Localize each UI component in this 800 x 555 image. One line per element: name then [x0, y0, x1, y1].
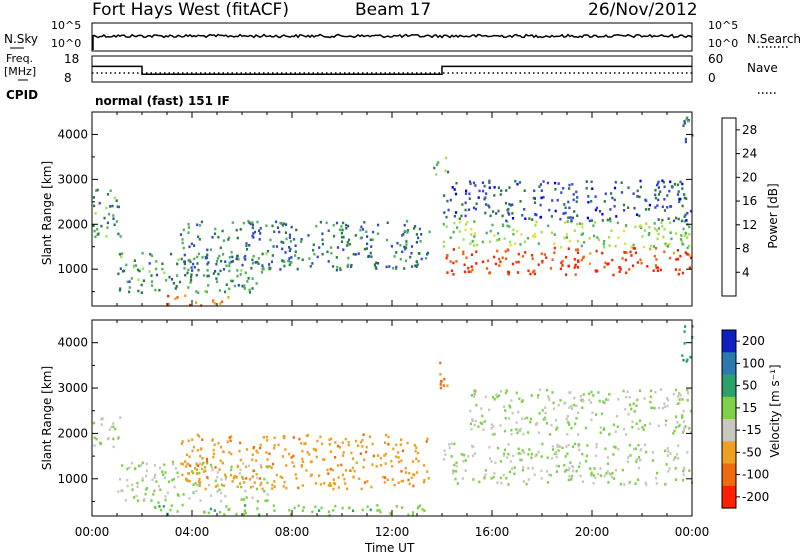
- nsky-axis-top: 10^5: [51, 19, 82, 32]
- velocity-feature: [469, 388, 693, 436]
- velocity-ytick-label: 1000: [57, 472, 88, 486]
- velocity-scale-tick-label: 50: [742, 379, 757, 393]
- nsearch-axis-bottom: 10^0: [708, 37, 739, 50]
- velocity-scale-tick-label: -50: [742, 445, 762, 459]
- velocity-scale-swatch: [722, 441, 736, 465]
- power-scale-tick-label: 24: [742, 147, 757, 161]
- x-tick-label: 20:00: [575, 525, 610, 539]
- power-scale-tick-label: 20: [742, 170, 757, 184]
- x-tick-label: 00:00: [675, 525, 710, 539]
- power-scale-label: Power [dB]: [766, 183, 780, 249]
- nsky-label: N.Sky: [4, 32, 39, 46]
- power-feature: [92, 188, 122, 239]
- power-feature: [433, 156, 450, 176]
- power-ylabel: Slant Range [km]: [40, 160, 54, 266]
- velocity-feature: [153, 503, 426, 517]
- power-scale-tick-label: 28: [742, 123, 757, 137]
- beam-title: Beam 17: [355, 0, 432, 20]
- power-feature: [445, 246, 693, 277]
- velocity-scale-label: Velocity [m s⁻¹]: [768, 364, 782, 458]
- cpid-label: CPID: [6, 88, 39, 102]
- nave-axis-bottom: 0: [708, 71, 716, 85]
- velocity-scale-swatch: [722, 419, 736, 442]
- power-scale-frame: [721, 117, 737, 297]
- freq-axis-bottom: 8: [64, 71, 72, 85]
- power-feature: [167, 294, 230, 307]
- power-feature: [443, 179, 693, 223]
- velocity-scale-frame: [721, 329, 737, 509]
- velocity-feature: [442, 442, 694, 486]
- power-feature: [442, 219, 691, 250]
- velocity-frame: [91, 319, 693, 517]
- cpid-value: normal (fast) 151 IF: [95, 94, 230, 108]
- x-tick-label: 00:00: [75, 525, 110, 539]
- velocity-ytick-label: 3000: [57, 381, 88, 395]
- power-scale-tick-label: 16: [742, 194, 757, 208]
- power-scale-tick-label: 12: [742, 218, 757, 232]
- velocity-scale-tick-label: -200: [742, 490, 769, 504]
- velocity-data-cells: [92, 325, 694, 517]
- power-ytick-label: 4000: [57, 127, 88, 141]
- velocity-scale-tick-label: 100: [742, 356, 765, 370]
- power-ytick-label: 2000: [57, 217, 88, 231]
- freq-axis-top: 18: [64, 52, 80, 66]
- freq-frame: [91, 55, 693, 83]
- x-tick-label: 08:00: [275, 525, 310, 539]
- power-ytick-label: 3000: [57, 172, 88, 186]
- power-frame: [91, 111, 693, 307]
- x-tick-label: 16:00: [475, 525, 510, 539]
- power-scale-tick-label: 4: [742, 265, 750, 279]
- velocity-ylabel: Slant Range [km]: [40, 365, 54, 471]
- nsky-axis-bottom: 10^0: [51, 37, 82, 50]
- velocity-scale-swatch: [722, 396, 736, 420]
- velocity-scale-swatch: [722, 374, 736, 398]
- power-scale-tick-label: 8: [742, 242, 750, 256]
- x-tick-label: 04:00: [175, 525, 210, 539]
- power-ytick-label: 1000: [57, 262, 88, 276]
- x-tick-label: 12:00: [375, 525, 410, 539]
- station-title: Fort Hays West (fitACF): [92, 0, 289, 20]
- nave-axis-top: 60: [708, 52, 724, 66]
- velocity-scale-swatch: [722, 352, 736, 376]
- velocity-scale-tick-label: -15: [742, 423, 762, 437]
- nave-label: Nave: [747, 61, 778, 75]
- nsky-trace: [91, 33, 693, 39]
- power-feature: [179, 220, 431, 272]
- x-axis-label: Time UT: [365, 541, 415, 555]
- nsearch-label: N.Search: [747, 32, 800, 46]
- velocity-feature: [180, 433, 430, 491]
- velocity-ytick-label: 4000: [57, 336, 88, 350]
- velocity-scale-tick-label: -100: [742, 468, 769, 482]
- velocity-ytick-label: 2000: [57, 426, 88, 440]
- date-title: 26/Nov/2012: [588, 0, 698, 20]
- velocity-scale-tick-label: 15: [742, 401, 757, 415]
- nsearch-axis-top: 10^5: [708, 19, 739, 32]
- velocity-scale-swatch: [722, 485, 736, 509]
- velocity-scale-swatch: [722, 463, 736, 487]
- freq-trace: [92, 65, 692, 75]
- freq-unit: [MHz]: [4, 65, 37, 78]
- velocity-scale-swatch: [722, 330, 736, 353]
- power-data-cells: [92, 116, 694, 307]
- freq-label: Freq.: [6, 52, 34, 65]
- velocity-scale-tick-label: 200: [742, 334, 765, 348]
- velocity-feature: [92, 416, 122, 449]
- velocity-feature: [439, 361, 449, 390]
